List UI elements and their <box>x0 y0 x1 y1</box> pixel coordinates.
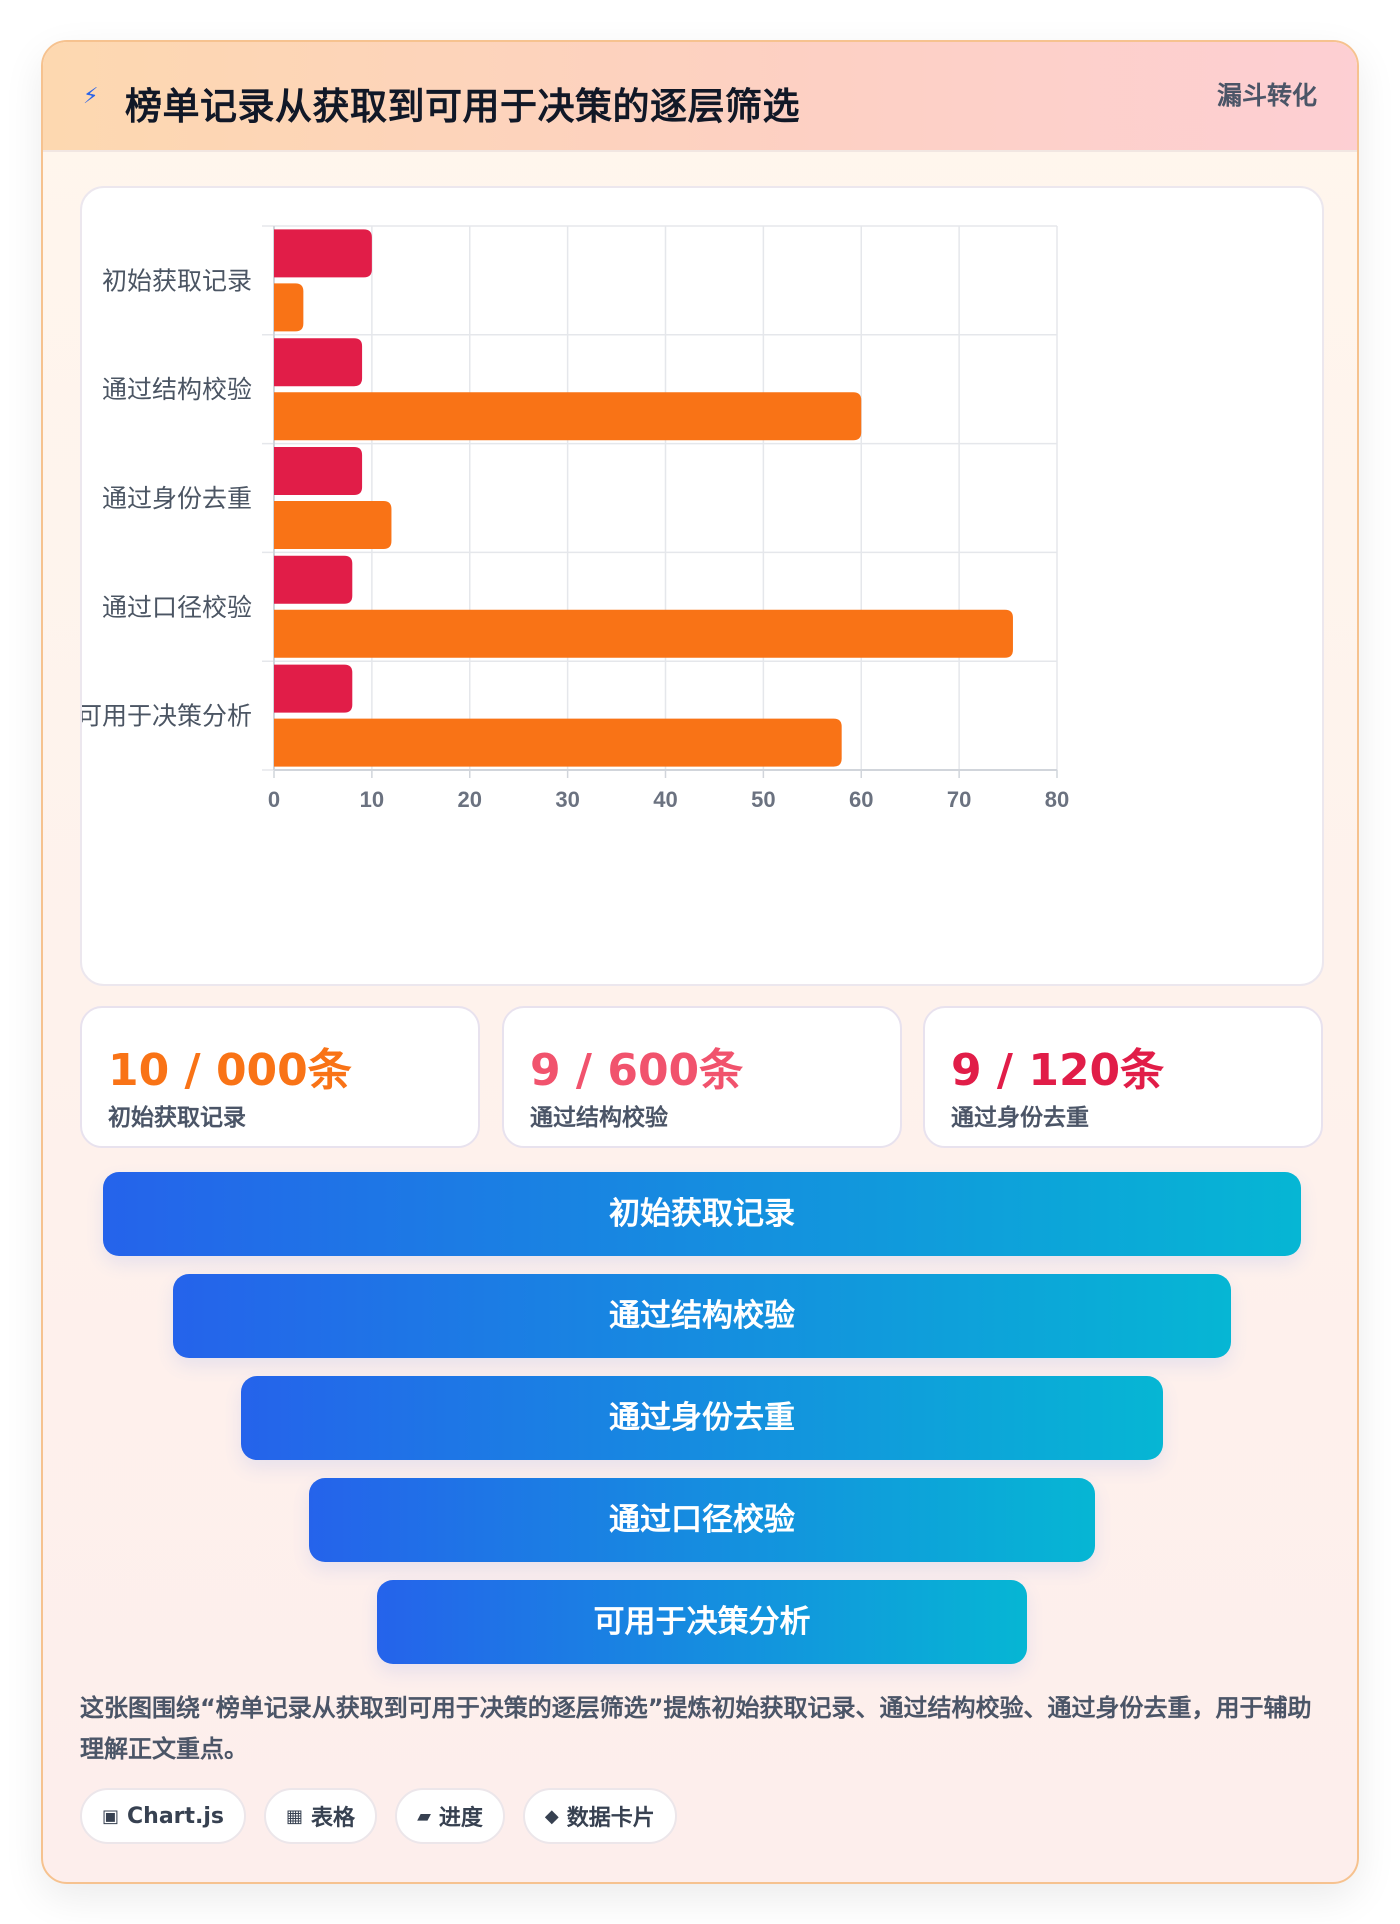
funnel-step-5: 可用于决策分析 <box>377 1580 1027 1664</box>
bar-2-3 <box>274 501 392 549</box>
stat-value: 9 / 120条 <box>951 1045 1165 1096</box>
bar-2-2 <box>274 392 862 441</box>
stat-card-dedup: 9 / 120条 通过身份去重 <box>923 1006 1323 1148</box>
funnel-step-3: 通过身份去重 <box>241 1376 1163 1460</box>
page-title: 榜单记录从获取到可用于决策的逐层筛选 <box>125 85 800 128</box>
x-tick-label: 30 <box>555 787 579 812</box>
chip-label: 进度 <box>438 1806 483 1831</box>
card-header: ⚡ 榜单记录从获取到可用于决策的逐层筛选 漏斗转化 <box>43 42 1357 152</box>
bar-2-5 <box>274 718 842 767</box>
stat-value: 9 / 600条 <box>530 1045 744 1096</box>
bar-1-4 <box>274 555 353 604</box>
chip-label: 表格 <box>311 1806 356 1831</box>
chip-data-card[interactable]: ◆ 数据卡片 <box>522 1788 677 1844</box>
category-label: 可用于决策分析 <box>82 702 252 731</box>
category-label: 通过身份去重 <box>102 484 252 513</box>
chip-table[interactable]: ▦ 表格 <box>264 1788 378 1844</box>
chart-description: 这张图围绕“榜单记录从获取到可用于决策的逐层筛选”提炼初始获取记录、通过结构校验… <box>80 1694 1312 1763</box>
x-tick-label: 20 <box>458 787 482 812</box>
funnel-step-1: 初始获取记录 <box>103 1172 1301 1256</box>
chart-panel: 0 10 20 30 40 50 60 70 80 初始获取记录 通过结构校验 通过身份去重 通过口径校… <box>80 186 1324 986</box>
bar-2-1 <box>274 283 304 332</box>
bar-1-1 <box>274 229 372 278</box>
bar-chart: 0 10 20 30 40 50 60 70 80 初始获取记录通过结构校验通过身份去重通过口径校… <box>82 225 1069 812</box>
stat-card-structure: 9 / 600条 通过结构校验 <box>502 1006 902 1148</box>
chart-type-tag: 漏斗转化 <box>1216 81 1317 110</box>
funnel-step-2: 通过结构校验 <box>173 1274 1231 1358</box>
x-tick-label: 0 <box>268 787 280 812</box>
category-label: 通过口径校验 <box>102 593 252 622</box>
x-tick-label: 40 <box>653 787 677 812</box>
stat-card-initial: 10 / 000条 初始获取记录 <box>80 1006 480 1148</box>
progress-icon: ▰ <box>417 1805 431 1827</box>
grid-icon: ▦ <box>286 1805 304 1827</box>
stat-cards: 10 / 000条 初始获取记录 9 / 600条 通过结构校验 9 / 120… <box>80 1006 1324 1148</box>
funnel-step-4: 通过口径校验 <box>309 1478 1095 1562</box>
chip-progress[interactable]: ▰ 进度 <box>395 1788 505 1844</box>
chip-chartjs[interactable]: ▣ Chart.js <box>80 1788 247 1844</box>
x-tick-label: 10 <box>360 787 384 812</box>
x-tick-label: 60 <box>849 787 873 812</box>
report-card: ⚡ 榜单记录从获取到可用于决策的逐层筛选 漏斗转化 0 10 20 30 40 50 60 7… <box>41 40 1359 1884</box>
stat-label: 初始获取记录 <box>108 1105 246 1131</box>
bar-1-5 <box>274 664 353 713</box>
x-tick-label: 50 <box>751 787 775 812</box>
bar-1-3 <box>274 447 363 495</box>
stat-label: 通过结构校验 <box>530 1105 668 1131</box>
square-icon: ▣ <box>102 1805 120 1827</box>
category-label: 初始获取记录 <box>102 266 252 295</box>
stat-value: 10 / 000条 <box>108 1045 352 1096</box>
bar-1-2 <box>274 338 363 387</box>
x-tick-label: 70 <box>947 787 971 812</box>
category-label: 通过结构校验 <box>102 375 252 404</box>
tag-chips: ▣ Chart.js ▦ 表格 ▰ 进度 ◆ 数据卡片 <box>80 1788 677 1844</box>
x-tick-label: 80 <box>1045 787 1069 812</box>
chip-label: 数据卡片 <box>566 1806 655 1831</box>
bar-2-4 <box>274 609 1013 658</box>
diamond-icon: ◆ <box>544 1805 559 1827</box>
lightning-icon: ⚡ <box>83 84 99 109</box>
stat-label: 通过身份去重 <box>951 1105 1089 1131</box>
chip-label: Chart.js <box>127 1803 225 1829</box>
